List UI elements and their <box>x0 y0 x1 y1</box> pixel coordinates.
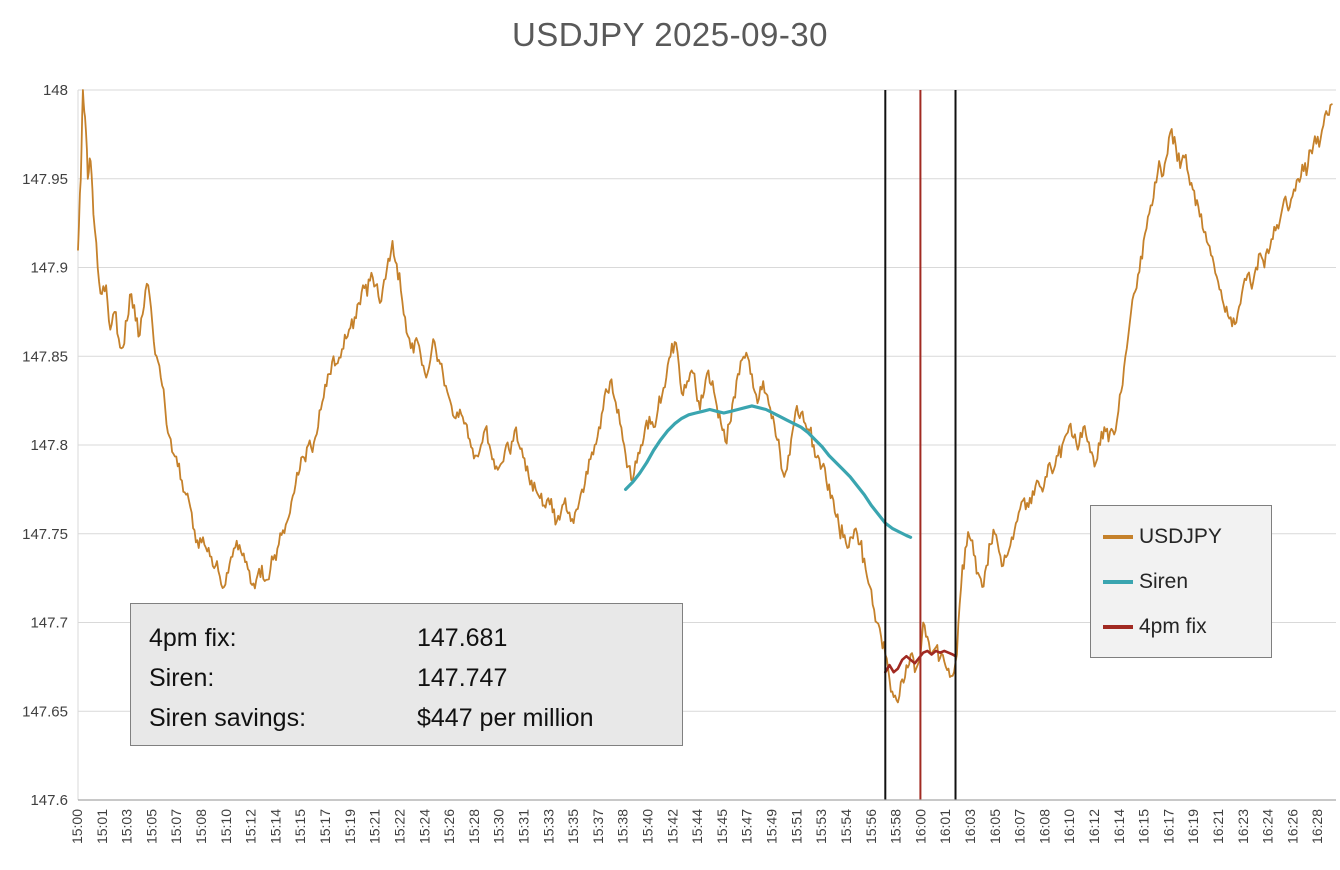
x-axis-label: 15:12 <box>243 809 259 844</box>
x-axis-label: 16:10 <box>1061 809 1077 844</box>
x-axis-label: 16:12 <box>1086 809 1102 844</box>
x-axis-label: 15:24 <box>416 809 432 844</box>
x-axis-label: 16:24 <box>1260 809 1276 844</box>
x-axis-label: 16:23 <box>1235 809 1251 844</box>
fix-line-swatch <box>1103 624 1133 629</box>
x-axis-label: 16:07 <box>1012 809 1028 844</box>
siren-label: Siren: <box>149 663 215 692</box>
fix-label: 4pm fix: <box>149 623 237 652</box>
legend-label-usdjpy: USDJPY <box>1139 524 1222 548</box>
fix-value: 147.681 <box>417 623 508 652</box>
legend-item-siren: Siren <box>1103 570 1265 594</box>
x-axis-label: 16:21 <box>1210 809 1226 844</box>
x-axis-label: 15:51 <box>788 809 804 844</box>
legend-label-fix: 4pm fix <box>1139 614 1207 638</box>
x-axis-label: 15:22 <box>391 809 407 844</box>
x-axis-label: 15:37 <box>590 809 606 844</box>
siren-value: 147.747 <box>417 663 508 692</box>
savings-label: Siren savings: <box>149 703 307 732</box>
x-axis-label: 15:45 <box>714 809 730 844</box>
x-axis-label: 15:53 <box>813 809 829 844</box>
siren-line <box>624 404 913 539</box>
x-axis-label: 15:33 <box>540 809 556 844</box>
x-axis-label: 16:17 <box>1160 809 1176 844</box>
x-axis-label: 15:47 <box>739 809 755 844</box>
x-axis-label: 15:40 <box>640 809 656 844</box>
x-axis-label: 15:08 <box>193 809 209 844</box>
x-axis-label: 15:42 <box>664 809 680 844</box>
x-axis-label: 15:49 <box>764 809 780 844</box>
x-axis-label: 15:31 <box>515 809 531 844</box>
y-axis-label: 148 <box>43 82 68 99</box>
x-axis-label: 16:08 <box>1036 809 1052 844</box>
x-axis-label: 16:15 <box>1136 809 1152 844</box>
y-axis-label: 147.95 <box>22 171 68 188</box>
usdjpy-line-swatch <box>1103 534 1133 539</box>
x-axis-label: 15:07 <box>168 809 184 844</box>
usdjpy-line <box>77 89 1333 704</box>
fix-summary-row: 4pm fix: 147.681 <box>149 618 682 658</box>
x-axis-label: 16:19 <box>1185 809 1201 844</box>
x-axis-label: 15:26 <box>441 809 457 844</box>
legend-item-usdjpy: USDJPY <box>1103 525 1265 549</box>
x-axis-label: 15:05 <box>143 809 159 844</box>
x-axis-label: 16:14 <box>1111 809 1127 844</box>
x-axis-label: 15:28 <box>466 809 482 844</box>
x-axis-label: 15:21 <box>367 809 383 844</box>
x-axis-label: 15:03 <box>119 809 135 844</box>
y-axis-label: 147.7 <box>30 615 68 632</box>
y-axis-label: 147.85 <box>22 348 68 365</box>
legend-item-fix: 4pm fix <box>1103 615 1265 639</box>
y-axis-label: 147.9 <box>30 260 68 277</box>
x-axis-label: 15:14 <box>267 809 283 844</box>
siren-summary-row: Siren: 147.747 <box>149 658 682 698</box>
x-axis-label: 16:03 <box>962 809 978 844</box>
y-axis-label: 147.6 <box>30 792 68 809</box>
x-axis-label: 16:01 <box>937 809 953 844</box>
x-axis-label: 15:00 <box>69 809 85 844</box>
x-axis-label: 15:58 <box>888 809 904 844</box>
x-axis-label: 15:17 <box>317 809 333 844</box>
y-axis-label: 147.8 <box>30 437 68 454</box>
x-axis-label: 15:54 <box>838 809 854 844</box>
siren-line-swatch <box>1103 579 1133 584</box>
y-axis-label: 147.75 <box>22 526 68 543</box>
savings-summary-row: Siren savings: $447 per million <box>149 698 682 738</box>
chart-legend: USDJPY Siren 4pm fix <box>1090 505 1272 658</box>
x-axis-label: 15:30 <box>491 809 507 844</box>
x-axis-label: 15:38 <box>615 809 631 844</box>
x-axis-label: 15:56 <box>863 809 879 844</box>
x-axis-label: 16:00 <box>912 809 928 844</box>
x-axis-label: 15:44 <box>689 809 705 844</box>
x-axis-label: 16:26 <box>1284 809 1300 844</box>
y-axis-label: 147.65 <box>22 703 68 720</box>
savings-value: $447 per million <box>417 703 594 732</box>
x-axis-label: 15:19 <box>342 809 358 844</box>
chart-title: USDJPY 2025-09-30 <box>511 16 829 53</box>
x-axis-label: 15:15 <box>292 809 308 844</box>
x-axis-label: 15:01 <box>94 809 110 844</box>
fix-summary-box: 4pm fix: 147.681 Siren: 147.747 Siren sa… <box>130 603 683 746</box>
x-axis-label: 15:35 <box>565 809 581 844</box>
legend-label-siren: Siren <box>1139 569 1189 593</box>
x-axis-label: 15:10 <box>218 809 234 844</box>
x-axis-label: 16:28 <box>1309 809 1325 844</box>
x-axis-label: 16:05 <box>987 809 1003 844</box>
